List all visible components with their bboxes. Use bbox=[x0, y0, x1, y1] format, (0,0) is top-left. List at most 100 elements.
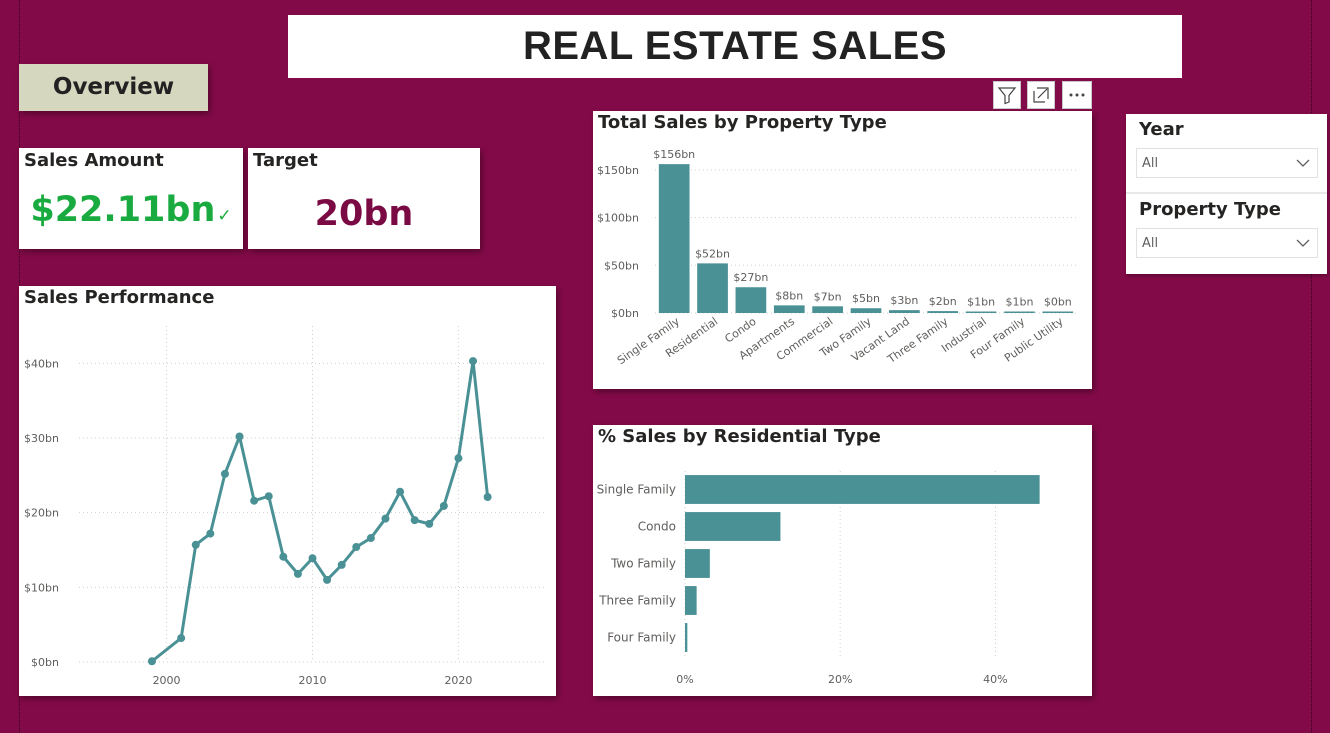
category-label: Condo bbox=[638, 520, 676, 534]
bar bbox=[685, 586, 697, 615]
more-options-button[interactable] bbox=[1062, 81, 1092, 109]
data-point bbox=[337, 560, 346, 569]
pct-sales-by-residential-type-title: % Sales by Residential Type bbox=[598, 426, 881, 447]
data-point bbox=[425, 519, 434, 528]
sales-amount-label: Sales Amount bbox=[24, 150, 164, 171]
total-sales-by-property-type-title: Total Sales by Property Type bbox=[598, 112, 887, 133]
data-point bbox=[323, 575, 332, 584]
data-point bbox=[279, 552, 288, 561]
bar bbox=[1004, 311, 1035, 313]
sales-performance-line bbox=[151, 359, 490, 663]
category-label: Three Family bbox=[598, 594, 676, 608]
data-point bbox=[352, 543, 361, 552]
data-point bbox=[308, 554, 317, 563]
x-tick-label: 0% bbox=[676, 673, 693, 686]
property-type-slicer-label: Property Type bbox=[1139, 199, 1281, 220]
bar bbox=[850, 308, 882, 313]
x-tick-label: 20% bbox=[828, 673, 852, 686]
data-point bbox=[366, 534, 375, 543]
data-point bbox=[469, 357, 478, 366]
checkmark-icon: ✓ bbox=[217, 206, 232, 226]
y-tick-label: $100bn bbox=[597, 212, 639, 225]
bar bbox=[685, 623, 688, 652]
focus-mode-button[interactable] bbox=[1027, 81, 1055, 109]
x-tick-label: 2010 bbox=[299, 674, 327, 687]
x-tick-label: 2020 bbox=[444, 674, 472, 687]
y-tick-label: $0bn bbox=[31, 656, 59, 669]
data-label: $1bn bbox=[1005, 296, 1033, 309]
x-tick-label: 40% bbox=[983, 673, 1007, 686]
bar bbox=[889, 310, 920, 313]
data-point bbox=[220, 469, 229, 478]
sales-amount-card[interactable]: Sales Amount $22.11bn ✓ bbox=[19, 148, 243, 249]
data-point bbox=[147, 657, 156, 666]
filter-icon bbox=[997, 87, 1017, 105]
category-label: Two Family bbox=[610, 557, 676, 571]
data-point bbox=[396, 487, 405, 496]
bar bbox=[697, 263, 728, 313]
report-title-box: REAL ESTATE SALES bbox=[288, 15, 1182, 78]
data-point bbox=[483, 492, 492, 501]
bar bbox=[685, 549, 710, 578]
report-title: REAL ESTATE SALES bbox=[522, 24, 948, 68]
y-tick-label: $0bn bbox=[611, 307, 639, 320]
target-card[interactable]: Target 20bn bbox=[248, 148, 480, 249]
bar bbox=[965, 311, 997, 313]
year-slicer-label: Year bbox=[1139, 119, 1184, 140]
sales-performance-chart: $0bn $10bn $20bn $30bn $40bn 2000 2010 2020 bbox=[24, 326, 546, 687]
slicer-panel: Year All Property Type All bbox=[1126, 114, 1327, 274]
focus-mode-icon bbox=[1033, 87, 1049, 103]
target-label: Target bbox=[253, 150, 318, 171]
bar bbox=[812, 306, 843, 313]
pct-sales-by-residential-type-visual[interactable]: % Sales by Residential Type 0% 20% 40% Sing… bbox=[593, 425, 1092, 696]
data-point bbox=[439, 501, 448, 510]
data-point bbox=[410, 516, 419, 525]
data-label: $0bn bbox=[1044, 296, 1072, 309]
sales-amount-value-row: $22.11bn ✓ bbox=[19, 190, 243, 230]
total-sales-by-property-type-visual[interactable]: Total Sales by Property Type $0bn $50bn $1… bbox=[593, 111, 1092, 389]
data-point bbox=[191, 540, 200, 549]
bar bbox=[927, 311, 959, 313]
bar bbox=[658, 164, 690, 313]
filter-button[interactable] bbox=[993, 81, 1021, 109]
bar bbox=[773, 305, 805, 313]
data-label: $5bn bbox=[852, 292, 880, 305]
data-label: $27bn bbox=[733, 271, 768, 284]
overview-button[interactable]: Overview bbox=[19, 64, 208, 111]
data-point bbox=[381, 514, 390, 523]
data-point bbox=[293, 569, 302, 578]
data-point bbox=[250, 496, 259, 505]
slicer-divider bbox=[1126, 192, 1327, 194]
chevron-down-icon bbox=[1296, 159, 1310, 167]
data-label: $156bn bbox=[653, 148, 695, 161]
total-sales-by-property-type-chart: $0bn $50bn $100bn $150bn $156bn $52bn$27bn $8b… bbox=[597, 148, 1077, 367]
data-point bbox=[235, 432, 244, 441]
y-tick-label: $40bn bbox=[24, 357, 59, 370]
data-label: $1bn bbox=[967, 296, 995, 309]
property-type-slicer-dropdown[interactable]: All bbox=[1136, 228, 1318, 258]
sales-amount-value: $22.11bn bbox=[30, 190, 216, 230]
bar bbox=[735, 287, 767, 313]
y-tick-label: $50bn bbox=[604, 259, 639, 272]
target-value: 20bn bbox=[314, 194, 414, 234]
y-tick-label: $30bn bbox=[24, 432, 59, 445]
page-guide-right bbox=[1311, 0, 1312, 733]
y-tick-label: $150bn bbox=[597, 164, 639, 177]
bar bbox=[1042, 311, 1074, 313]
bar bbox=[685, 512, 781, 541]
data-label: $3bn bbox=[890, 294, 918, 307]
category-label: Four Family bbox=[607, 631, 676, 645]
data-label: $2bn bbox=[929, 295, 957, 308]
data-point bbox=[177, 634, 186, 643]
y-tick-label: $20bn bbox=[24, 507, 59, 520]
y-tick-label: $10bn bbox=[24, 581, 59, 594]
x-tick-label: 2000 bbox=[153, 674, 181, 687]
year-slicer-dropdown[interactable]: All bbox=[1136, 148, 1318, 178]
data-point bbox=[454, 454, 463, 463]
sales-performance-visual[interactable]: Sales Performance $0bn $10bn $20bn $30bn $40… bbox=[19, 286, 556, 696]
data-point bbox=[206, 529, 215, 538]
data-label: $52bn bbox=[695, 247, 730, 260]
year-slicer-value: All bbox=[1142, 156, 1159, 171]
data-point bbox=[264, 492, 273, 501]
pct-sales-by-residential-type-chart: 0% 20% 40% Single Family Condo Two Family Thre… bbox=[597, 471, 1040, 686]
